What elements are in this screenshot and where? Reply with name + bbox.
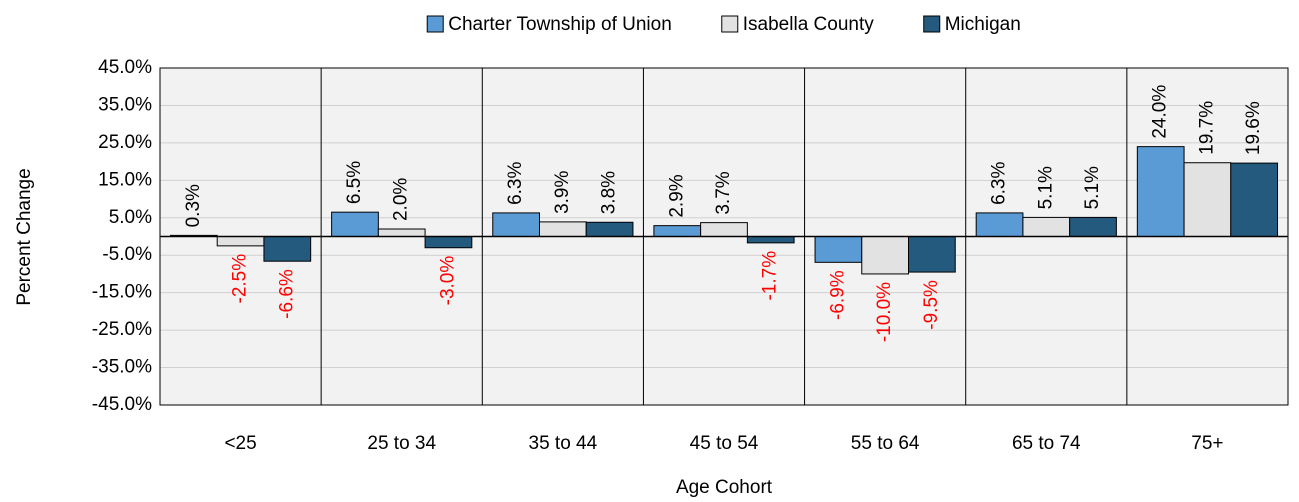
bar: [492, 212, 540, 238]
y-tick-label: 5.0%: [109, 207, 152, 228]
data-label: 3.7%: [713, 171, 734, 214]
y-tick-label: -15.0%: [92, 282, 152, 303]
bar: [1230, 162, 1279, 237]
bar: [908, 236, 956, 273]
y-tick-label: -25.0%: [92, 319, 152, 340]
bar: [377, 228, 426, 237]
x-axis-label: Age Cohort: [676, 477, 773, 498]
data-label: -9.5%: [921, 280, 942, 330]
bar: [538, 221, 587, 238]
bar: [700, 222, 748, 237]
y-tick-label: 15.0%: [98, 169, 152, 190]
y-axis-label: Percent Change: [14, 168, 35, 305]
data-label: 2.9%: [666, 174, 687, 217]
bar: [1022, 216, 1071, 238]
x-tick-label: 25 to 34: [367, 433, 436, 454]
bar: [1136, 146, 1185, 237]
data-label: -6.9%: [827, 270, 848, 320]
data-label: -1.7%: [760, 251, 781, 301]
y-tick-label: 35.0%: [98, 94, 152, 115]
bar: [263, 236, 312, 262]
bar: [861, 236, 910, 275]
data-label: 6.3%: [505, 161, 526, 204]
y-tick-label: 25.0%: [98, 132, 152, 153]
x-tick-label: 35 to 44: [529, 433, 598, 454]
y-tick-label: 45.0%: [98, 57, 152, 78]
data-label: -6.6%: [276, 269, 297, 319]
legend-swatch: [923, 15, 941, 33]
data-label: 19.7%: [1196, 101, 1217, 155]
legend-swatch: [426, 15, 444, 33]
data-label: 19.6%: [1243, 101, 1264, 155]
bar: [1069, 216, 1117, 238]
x-tick-label: 75+: [1191, 433, 1223, 454]
x-tick-label: 55 to 64: [851, 433, 920, 454]
bar: [424, 236, 473, 249]
data-label: -10.0%: [874, 282, 895, 342]
bar: [216, 236, 265, 247]
data-label: 0.3%: [183, 184, 204, 227]
x-tick-label: 65 to 74: [1012, 433, 1081, 454]
bar: [1183, 162, 1232, 238]
y-tick-label: -45.0%: [92, 394, 152, 415]
y-tick-label: -5.0%: [102, 244, 152, 265]
bar: [331, 211, 379, 238]
data-label: 3.9%: [552, 170, 573, 213]
legend-label: Isabella County: [743, 14, 874, 35]
data-label: -2.5%: [230, 254, 251, 304]
data-label: 3.8%: [599, 171, 620, 214]
bar: [975, 212, 1024, 238]
legend-label: Charter Township of Union: [448, 14, 672, 35]
bar: [746, 236, 795, 244]
data-label: 6.3%: [989, 161, 1010, 204]
bar: [814, 236, 863, 263]
legend-swatch: [721, 15, 739, 33]
data-label: -3.0%: [437, 256, 458, 306]
x-tick-label: 45 to 54: [690, 433, 759, 454]
data-label: 5.1%: [1035, 166, 1056, 209]
bar: [585, 221, 634, 238]
x-tick-label: <25: [224, 433, 256, 454]
data-label: 6.5%: [344, 161, 365, 204]
data-label: 24.0%: [1150, 85, 1171, 139]
y-tick-label: -35.0%: [92, 357, 152, 378]
bar: [653, 225, 702, 238]
data-label: 5.1%: [1082, 166, 1103, 209]
legend-label: Michigan: [945, 14, 1021, 35]
data-label: 2.0%: [391, 178, 412, 221]
